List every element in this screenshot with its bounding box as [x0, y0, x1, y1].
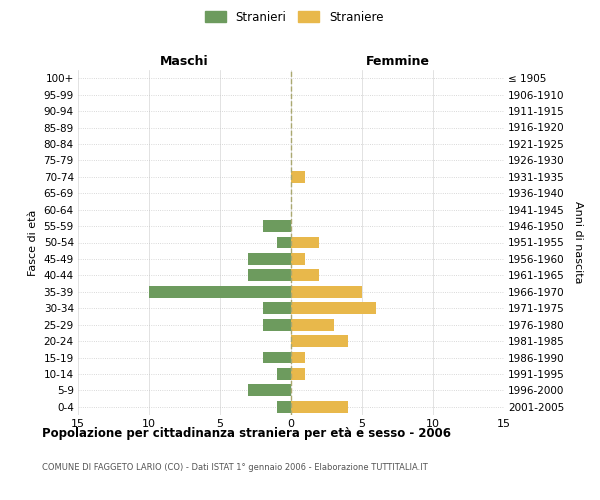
Bar	[291, 171, 305, 182]
Text: Popolazione per cittadinanza straniera per età e sesso - 2006: Popolazione per cittadinanza straniera p…	[42, 428, 451, 440]
Bar	[291, 286, 362, 298]
Bar	[291, 352, 305, 364]
Bar	[263, 318, 291, 330]
Bar	[291, 368, 305, 380]
Bar	[149, 286, 291, 298]
Bar	[248, 253, 291, 265]
Bar	[263, 352, 291, 364]
Text: Maschi: Maschi	[160, 54, 209, 68]
Text: COMUNE DI FAGGETO LARIO (CO) - Dati ISTAT 1° gennaio 2006 - Elaborazione TUTTITA: COMUNE DI FAGGETO LARIO (CO) - Dati ISTA…	[42, 462, 428, 471]
Bar	[291, 253, 305, 265]
Bar	[291, 302, 376, 314]
Bar	[291, 270, 319, 281]
Bar	[277, 236, 291, 248]
Bar	[291, 318, 334, 330]
Text: Femmine: Femmine	[365, 54, 430, 68]
Bar	[248, 270, 291, 281]
Bar	[248, 384, 291, 396]
Y-axis label: Anni di nascita: Anni di nascita	[573, 201, 583, 283]
Bar	[291, 236, 319, 248]
Legend: Stranieri, Straniere: Stranieri, Straniere	[200, 6, 388, 28]
Bar	[277, 368, 291, 380]
Y-axis label: Fasce di età: Fasce di età	[28, 210, 38, 276]
Bar	[263, 220, 291, 232]
Bar	[291, 335, 348, 347]
Bar	[291, 401, 348, 412]
Bar	[277, 401, 291, 412]
Bar	[263, 302, 291, 314]
